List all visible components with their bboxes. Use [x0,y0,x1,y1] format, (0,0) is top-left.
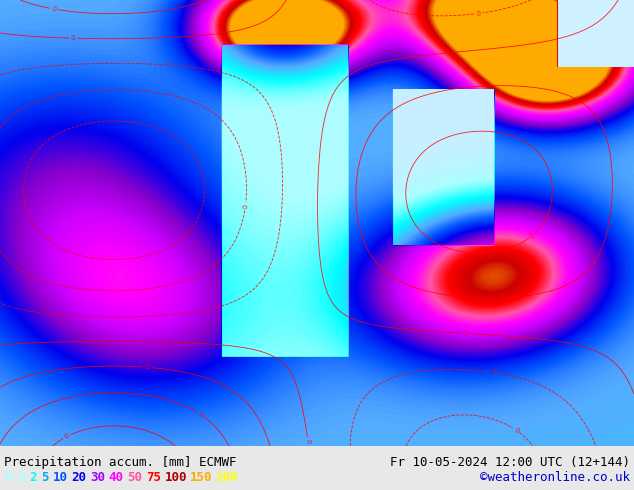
Text: ©weatheronline.co.uk: ©weatheronline.co.uk [480,471,630,485]
Text: 30: 30 [90,471,105,485]
Text: 200: 200 [216,471,238,485]
Text: 10: 10 [53,471,68,485]
Text: 0.5: 0.5 [4,471,27,485]
Text: 0: 0 [491,295,496,301]
Text: 0: 0 [491,369,496,376]
Text: 0: 0 [44,236,51,244]
Text: Fr 10-05-2024 12:00 UTC (12+144): Fr 10-05-2024 12:00 UTC (12+144) [390,456,630,469]
Text: 0: 0 [197,411,204,418]
Text: Precipitation accum. [mm] ECMWF: Precipitation accum. [mm] ECMWF [4,456,236,469]
Text: 0: 0 [144,364,149,370]
Text: 0: 0 [165,62,171,68]
Text: 0: 0 [463,330,467,337]
Text: 0: 0 [305,439,311,444]
Text: 75: 75 [146,471,161,485]
Text: 0: 0 [63,433,70,440]
Text: 0: 0 [242,203,249,209]
Text: 100: 100 [165,471,187,485]
Text: 2: 2 [29,471,37,485]
Text: 40: 40 [109,471,124,485]
Text: 50: 50 [127,471,143,485]
Text: 20: 20 [72,471,87,485]
Text: 150: 150 [190,471,212,485]
Text: 0: 0 [51,5,56,12]
Text: 0: 0 [476,10,481,17]
Text: 0: 0 [528,232,536,239]
Text: 0: 0 [71,35,75,41]
Text: 0: 0 [512,426,520,434]
Text: 5: 5 [41,471,49,485]
